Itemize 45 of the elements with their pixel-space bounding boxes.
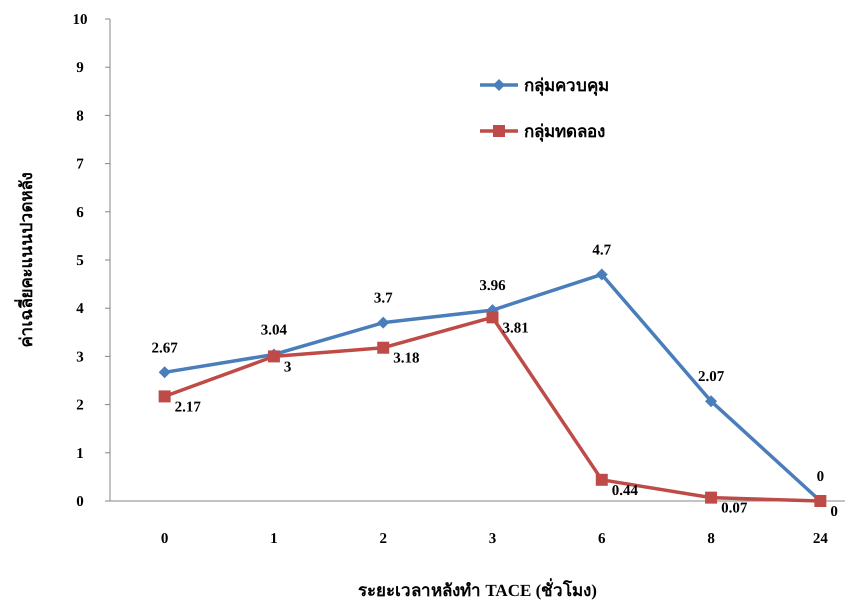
data-label: 0.44 <box>612 482 639 499</box>
y-tick-label: 0 <box>76 494 84 510</box>
point <box>705 395 718 408</box>
x-tick-label: 0 <box>160 531 168 547</box>
y-tick-label: 9 <box>76 60 84 76</box>
data-label: 3 <box>284 359 292 376</box>
data-label: 0 <box>830 504 838 520</box>
y-tick-label: 7 <box>76 156 84 173</box>
data-label: 3.7 <box>374 290 394 307</box>
point <box>158 390 171 402</box>
x-axis-title: ระยะเวลาหลังทำ TACE (ชั่วโมง) <box>358 578 597 600</box>
data-label: 2.67 <box>152 340 178 356</box>
y-tick-label: 10 <box>72 12 88 28</box>
point <box>377 316 390 329</box>
data-label: 3.04 <box>260 322 288 338</box>
legend-label: กลุ่มทดลอง <box>524 122 605 142</box>
data-label: 3.96 <box>479 278 506 294</box>
point <box>596 268 608 280</box>
y-tick-label: 6 <box>76 204 84 221</box>
legend-label: กลุ่มควบคุม <box>524 76 609 96</box>
y-tick-label: 2 <box>76 398 84 414</box>
y-tick-label: 1 <box>76 446 84 462</box>
y-tick-label: 5 <box>76 253 84 269</box>
y-tick-label: 3 <box>76 349 84 366</box>
x-tick-label: 1 <box>270 531 278 547</box>
x-tick-label: 3 <box>488 531 496 547</box>
x-tick-label: 24 <box>812 531 828 547</box>
y-tick-label: 8 <box>76 108 84 124</box>
data-label: 3.18 <box>393 350 420 367</box>
point <box>158 366 171 378</box>
data-label: 2.17 <box>174 399 202 416</box>
data-label: 0 <box>816 469 824 485</box>
data-label: 0.07 <box>721 500 748 517</box>
data-label: 2.07 <box>698 369 725 386</box>
point <box>596 474 608 486</box>
x-tick-label: 6 <box>598 531 606 547</box>
y-axis-title: ค่าเฉลี่ยคะแนนปวดหลัง <box>14 172 36 348</box>
x-tick-label: 8 <box>707 531 715 547</box>
point <box>377 342 390 354</box>
point <box>705 492 718 504</box>
y-tick-label: 4 <box>76 301 84 318</box>
data-label: 4.7 <box>592 242 612 258</box>
x-tick-label: 2 <box>379 531 387 547</box>
data-label: 3.81 <box>502 320 529 336</box>
point <box>486 311 498 324</box>
